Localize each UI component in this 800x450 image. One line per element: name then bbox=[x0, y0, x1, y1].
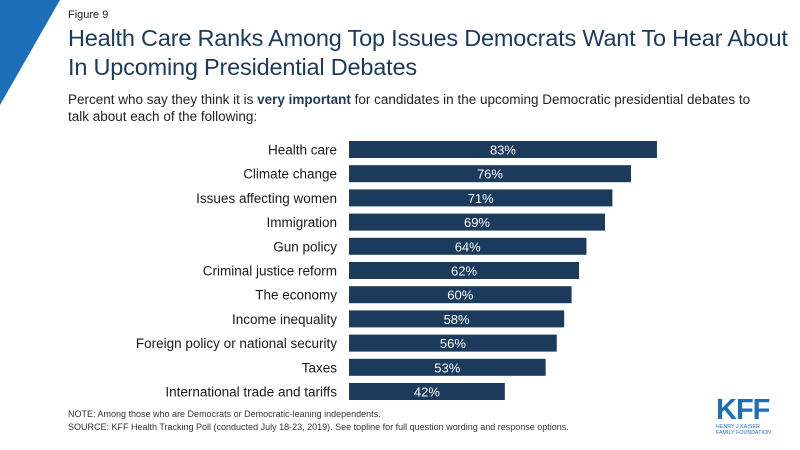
bar bbox=[349, 237, 587, 255]
source-text: SOURCE: KFF Health Tracking Poll (conduc… bbox=[68, 422, 569, 432]
bar-row: Criminal justice reform 62% bbox=[203, 262, 580, 279]
figure-label: Figure 9 bbox=[68, 9, 109, 21]
bar-row: The economy 60% bbox=[255, 286, 572, 304]
logo-line-2: FAMILY FOUNDATION bbox=[716, 430, 772, 436]
category-label: Health care bbox=[268, 143, 337, 158]
kff-logo: KFF HENRY J KAISER FAMILY FOUNDATION bbox=[716, 394, 776, 437]
category-label: Issues affecting women bbox=[196, 191, 337, 206]
bar bbox=[349, 310, 565, 328]
bar bbox=[349, 262, 580, 279]
logo-line-1: HENRY J KAISER bbox=[716, 424, 760, 430]
chart-title: Health Care Ranks Among Top Issues Democ… bbox=[68, 25, 788, 80]
bar-row: Issues affecting women 71% bbox=[196, 189, 613, 207]
subtitle-emphasis: very important bbox=[257, 92, 351, 107]
data-label: 83% bbox=[490, 143, 516, 158]
bar bbox=[349, 141, 657, 158]
data-label: 53% bbox=[434, 360, 460, 375]
note-text: NOTE: Among those who are Democrats or D… bbox=[68, 409, 381, 419]
corner-accent-shape bbox=[0, 0, 60, 105]
bar bbox=[349, 334, 557, 352]
bar-row: Immigration 69% bbox=[266, 213, 605, 231]
bar bbox=[349, 165, 631, 183]
bar-row: Climate change 76% bbox=[243, 165, 631, 183]
data-label: 76% bbox=[477, 167, 503, 182]
bar-row: Taxes 53% bbox=[302, 358, 546, 376]
logo-subtext: HENRY J KAISER FAMILY FOUNDATION bbox=[716, 424, 776, 436]
category-label: Gun policy bbox=[273, 239, 337, 254]
category-label: Immigration bbox=[266, 215, 337, 230]
bar-row: Health care 83% bbox=[268, 141, 657, 158]
category-label: International trade and tariffs bbox=[165, 385, 337, 400]
data-label: 64% bbox=[455, 239, 481, 254]
category-label: Criminal justice reform bbox=[203, 264, 337, 279]
bar bbox=[349, 189, 613, 207]
data-label: 56% bbox=[440, 336, 466, 351]
bar bbox=[349, 213, 605, 231]
subtitle-text-after: for candidates in the upcoming Democrati… bbox=[68, 92, 751, 124]
data-label: 62% bbox=[451, 264, 477, 279]
category-label: Climate change bbox=[243, 167, 337, 182]
data-label: 60% bbox=[447, 288, 473, 303]
bar-row: International trade and tariffs 42% bbox=[165, 383, 505, 400]
bar-row: Gun policy 64% bbox=[273, 237, 587, 255]
data-label: 69% bbox=[464, 215, 490, 230]
bar bbox=[349, 358, 546, 376]
bar bbox=[349, 286, 572, 304]
data-label: 71% bbox=[468, 191, 494, 206]
chart-notes: NOTE: Among those who are Democrats or D… bbox=[68, 408, 569, 434]
bar-row: Foreign policy or national security 56% bbox=[136, 334, 557, 352]
logo-mark: KFF bbox=[716, 394, 770, 426]
category-label: Taxes bbox=[302, 360, 338, 375]
category-label: The economy bbox=[255, 288, 337, 303]
bar bbox=[349, 383, 505, 400]
category-label: Foreign policy or national security bbox=[136, 336, 337, 351]
category-label: Income inequality bbox=[232, 312, 337, 327]
data-label: 58% bbox=[444, 312, 470, 327]
bar-row: Income inequality 58% bbox=[232, 310, 565, 328]
subtitle-text-before: Percent who say they think it is bbox=[68, 92, 258, 107]
data-label: 42% bbox=[414, 385, 440, 400]
chart-subtitle: Percent who say they think it is very im… bbox=[68, 91, 768, 125]
